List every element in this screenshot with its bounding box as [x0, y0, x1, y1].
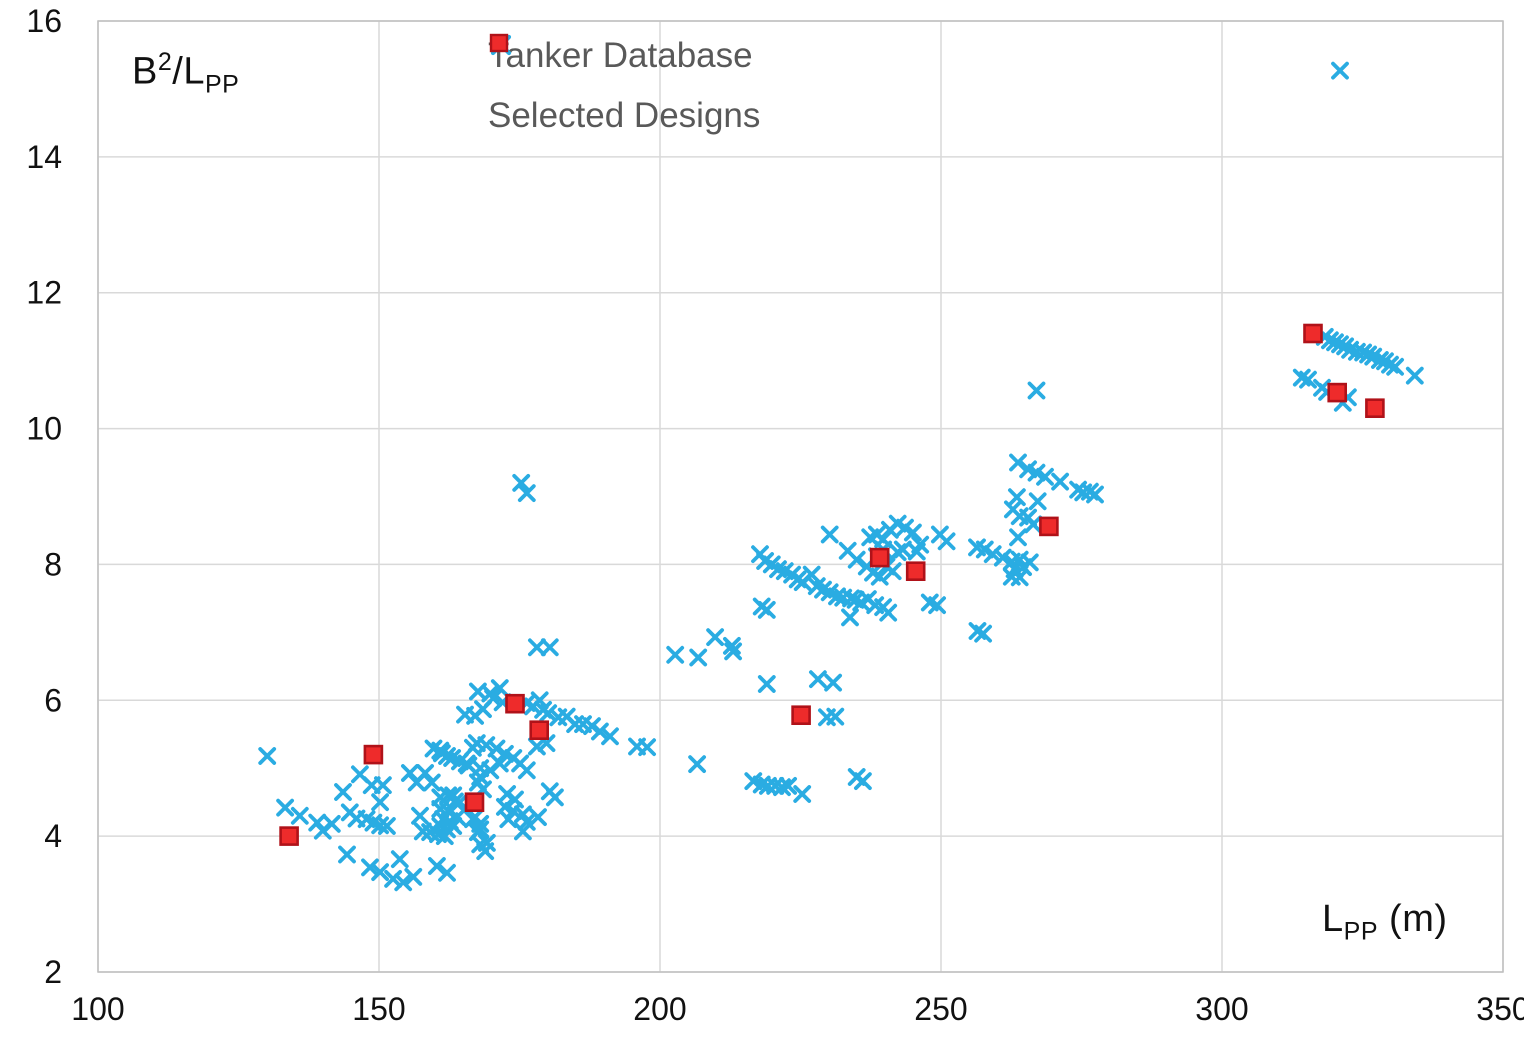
svg-text:8: 8 — [44, 546, 62, 582]
svg-text:150: 150 — [352, 991, 405, 1027]
x-title-unit: (m) — [1378, 898, 1448, 940]
y-title-base: B — [132, 50, 158, 93]
legend: Tanker Database Selected Designs — [488, 32, 760, 138]
svg-text:16: 16 — [26, 3, 62, 39]
svg-text:14: 14 — [26, 139, 62, 175]
svg-text:2: 2 — [44, 954, 62, 990]
svg-text:6: 6 — [44, 682, 62, 718]
y-axis-title: B2/LPP — [132, 48, 239, 99]
y-title-slash: /L — [172, 50, 205, 93]
svg-text:200: 200 — [633, 991, 686, 1027]
svg-text:10: 10 — [26, 411, 62, 447]
svg-text:100: 100 — [71, 991, 124, 1027]
svg-text:250: 250 — [914, 991, 967, 1027]
x-title-sub: PP — [1343, 917, 1378, 946]
x-title-base: L — [1322, 898, 1344, 940]
x-axis-title: LPP (m) — [1322, 898, 1448, 947]
legend-label-tanker-database: Tanker Database — [488, 35, 753, 75]
svg-text:4: 4 — [44, 818, 62, 854]
legend-item-selected-designs: Selected Designs — [488, 33, 761, 138]
legend-item-tanker-database: Tanker Database — [488, 32, 760, 78]
y-title-sup: 2 — [157, 48, 173, 76]
svg-text:12: 12 — [26, 275, 62, 311]
legend-label-selected-designs: Selected Designs — [488, 95, 761, 135]
svg-text:300: 300 — [1195, 991, 1248, 1027]
svg-text:350: 350 — [1476, 991, 1524, 1027]
square-marker-icon — [489, 33, 509, 53]
y-title-sub: PP — [204, 70, 240, 99]
